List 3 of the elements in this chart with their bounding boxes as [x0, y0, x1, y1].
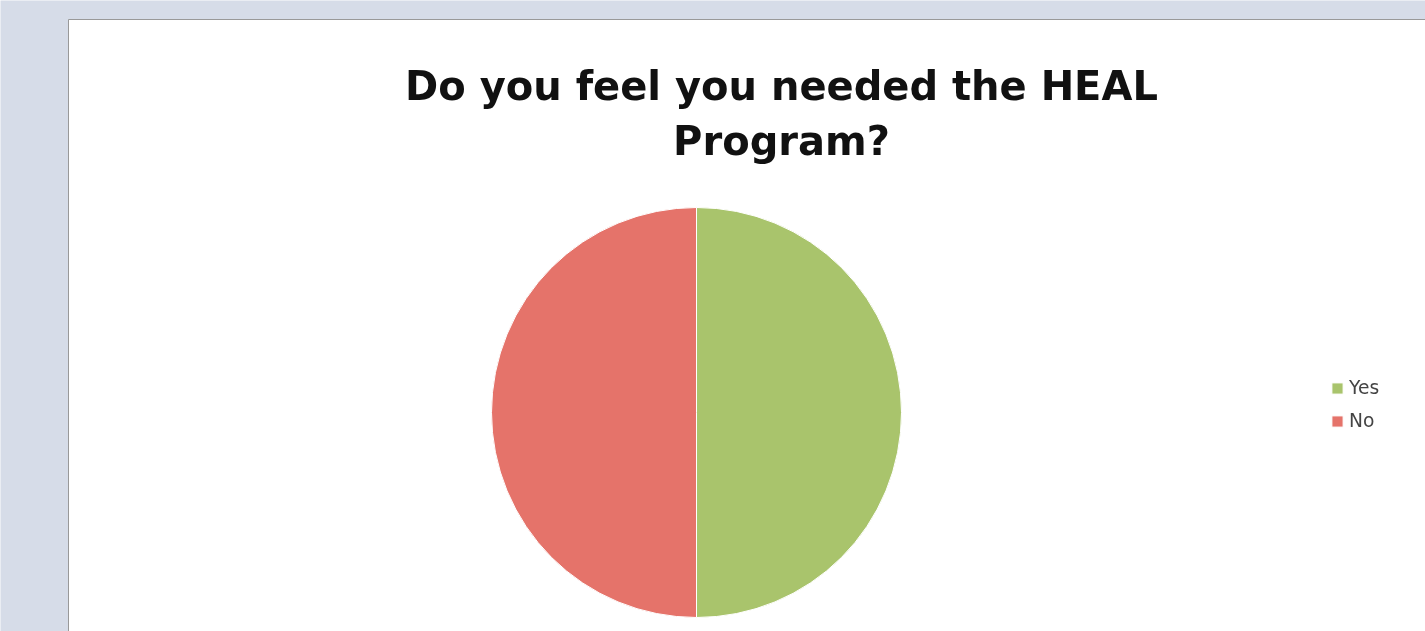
chart-title: Do you feel you needed the HEAL Program?: [405, 62, 1158, 164]
legend-label: No: [1349, 410, 1375, 431]
legend-label: Yes: [1349, 377, 1380, 398]
